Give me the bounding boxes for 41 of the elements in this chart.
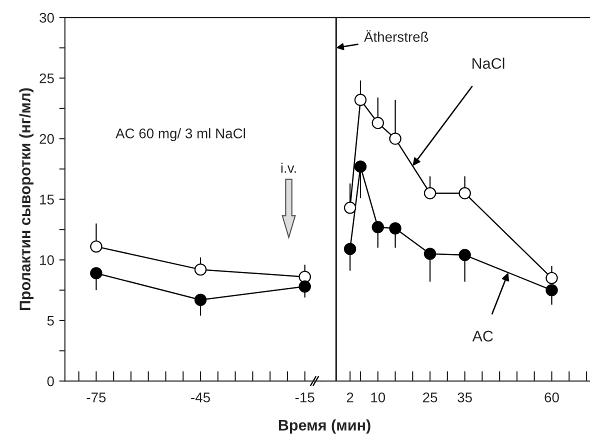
point: [298, 280, 311, 293]
point: [372, 116, 384, 130]
y-tick-label: 10: [40, 255, 54, 266]
text: AC: [472, 330, 493, 342]
annotation: i.v.: [281, 162, 296, 173]
point: [389, 222, 402, 234]
ref-line-label: Ätherstreß: [364, 30, 428, 42]
y-tick-label: 0: [47, 376, 54, 386]
point: [344, 242, 356, 256]
x-axis-title: Время (мин): [278, 419, 370, 434]
y-tick-label: 15: [40, 194, 54, 204]
y-tick-label: 20: [40, 134, 54, 144]
point: [424, 248, 436, 260]
point: [194, 263, 207, 276]
point: [90, 240, 102, 253]
point: [546, 272, 558, 284]
point: [354, 160, 367, 173]
x-tick-label: 60: [544, 392, 559, 402]
x-tick-label: -45: [191, 392, 210, 402]
x-tick-label: -75: [86, 392, 106, 402]
point: [90, 267, 102, 280]
point: [389, 132, 402, 145]
annotation: AC 60 mg/ 3 ml NaCl: [116, 128, 245, 142]
text: NaCl: [472, 58, 504, 69]
point: [344, 202, 356, 214]
x-tick-label: 25: [423, 392, 438, 402]
point: [194, 294, 207, 306]
x-tick-label: -15: [295, 392, 314, 402]
x-tick-label: 2: [346, 392, 354, 402]
y-axis-title: Пролактин сыворотки (нг/мл): [19, 88, 34, 310]
y-tick-label: 25: [40, 73, 54, 84]
x-tick-label: 10: [371, 392, 386, 402]
x-tick-label: 35: [458, 392, 472, 402]
point: [354, 94, 367, 106]
point: [458, 248, 471, 262]
y-tick-label: 5: [47, 316, 54, 326]
y-tick-label: 30: [40, 12, 54, 23]
point: [372, 221, 384, 234]
point: [546, 284, 558, 296]
point: [458, 187, 471, 200]
point: [424, 187, 436, 200]
